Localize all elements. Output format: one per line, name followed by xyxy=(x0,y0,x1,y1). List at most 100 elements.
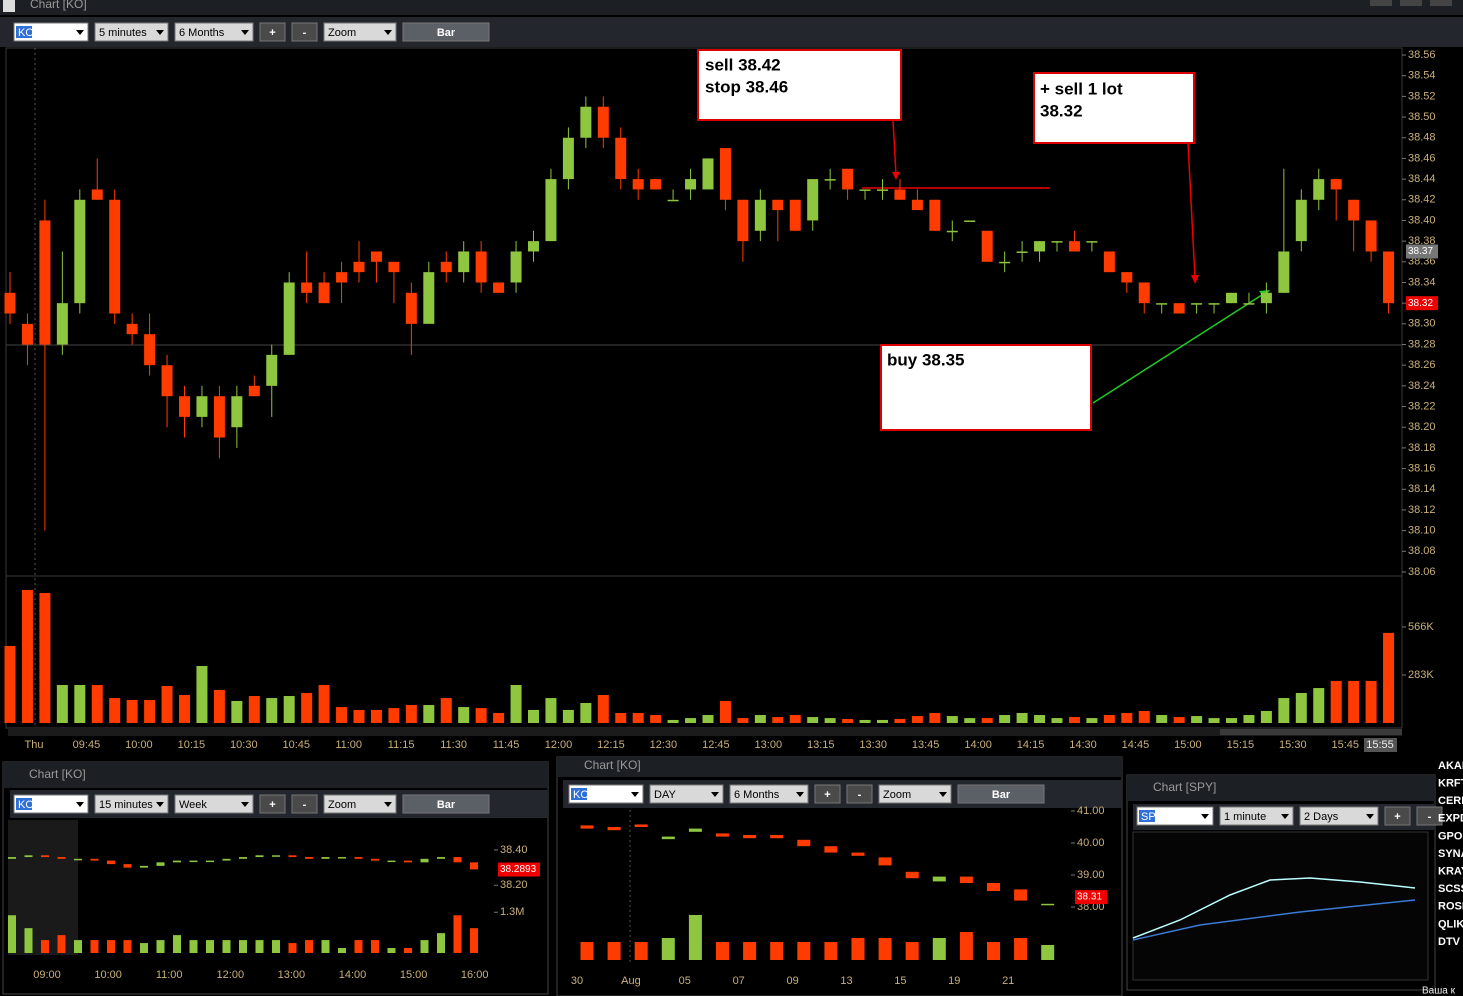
volume-bar xyxy=(770,942,784,960)
candle-body xyxy=(824,179,836,181)
chart-type-button[interactable] xyxy=(957,784,1045,804)
volume-bar xyxy=(453,915,462,953)
selection xyxy=(16,26,32,38)
volume-bar xyxy=(716,942,729,960)
zoom-button[interactable] xyxy=(846,784,873,804)
watchlist-item[interactable]: GPOI xyxy=(1438,830,1463,842)
candle-body xyxy=(1383,251,1395,304)
price-marker xyxy=(1075,890,1107,905)
watchlist-item[interactable]: CERN xyxy=(1438,795,1463,807)
chart-type-button[interactable] xyxy=(402,22,490,42)
candle-body xyxy=(1121,272,1133,283)
dropdown[interactable] xyxy=(729,784,809,804)
volume-bar xyxy=(545,698,557,723)
dropdown-arrow xyxy=(939,792,947,797)
dropdown[interactable] xyxy=(1219,806,1294,826)
watchlist-item[interactable]: QLIK xyxy=(1438,918,1463,930)
zoom-button[interactable] xyxy=(1384,806,1411,826)
zoom-button[interactable] xyxy=(291,794,318,814)
dropdown[interactable] xyxy=(174,794,254,814)
scrollbar[interactable] xyxy=(8,728,1402,736)
dropdown[interactable] xyxy=(94,794,169,814)
candle-body xyxy=(1208,303,1220,305)
dropdown[interactable] xyxy=(1299,806,1379,826)
scroll-thumb[interactable] xyxy=(1220,729,1402,735)
watchlist-item[interactable]: ROSI xyxy=(1438,901,1463,913)
zoom-button[interactable] xyxy=(259,22,286,42)
dropdown-arrow xyxy=(1281,814,1289,819)
candle-body xyxy=(371,858,379,861)
price-marker-label: 38.37 xyxy=(1408,246,1433,257)
dropdown[interactable] xyxy=(323,794,397,814)
dropdown[interactable] xyxy=(568,784,644,804)
x-tick-label: 19 xyxy=(948,975,960,987)
zoom-button[interactable] xyxy=(291,22,318,42)
toolbar-label: 1 minute xyxy=(1224,811,1266,823)
candle-body xyxy=(789,199,801,231)
x-tick-label: 15:00 xyxy=(1174,739,1202,751)
candle-body xyxy=(1313,179,1325,200)
volume-bar xyxy=(911,716,923,723)
candle-body xyxy=(161,365,173,397)
volume-bar xyxy=(74,940,82,953)
watchlist-item[interactable]: AKAI xyxy=(1438,760,1463,772)
volume-bar xyxy=(894,718,906,723)
x-tick-label: 14:15 xyxy=(1017,739,1045,751)
maximize-button[interactable] xyxy=(1400,0,1422,6)
volume-bar xyxy=(420,940,429,953)
watchlist-item[interactable]: DTV xyxy=(1438,936,1461,948)
volume-bar xyxy=(156,940,165,953)
candle-body xyxy=(4,292,16,314)
volume-bar xyxy=(688,915,702,960)
dropdown[interactable] xyxy=(649,784,724,804)
x-tick-label: 12:15 xyxy=(597,739,625,751)
watchlist-item[interactable]: EXPD xyxy=(1438,813,1463,825)
volume-bar xyxy=(685,718,697,723)
candle-body xyxy=(126,323,138,335)
dropdown[interactable] xyxy=(174,22,254,42)
dropdown-arrow xyxy=(76,802,84,807)
toolbar-label: Bar xyxy=(437,799,456,811)
candle-body xyxy=(318,282,330,304)
zoom-button[interactable] xyxy=(259,794,286,814)
watchlist-item[interactable]: KRFT xyxy=(1438,778,1463,790)
dropdown[interactable] xyxy=(878,784,952,804)
y-tick-label: 39.00 xyxy=(1077,869,1105,881)
toolbar-label: - xyxy=(303,799,307,811)
toolbar-label: - xyxy=(858,789,862,801)
close-button[interactable] xyxy=(1430,0,1452,6)
candle-body xyxy=(21,323,33,345)
dropdown[interactable] xyxy=(323,22,397,42)
dropdown[interactable] xyxy=(1136,806,1214,826)
toolbar-label: Bar xyxy=(992,789,1011,801)
watchlist-item[interactable]: KRAY xyxy=(1438,866,1463,878)
candle-body xyxy=(797,839,811,847)
zoom-button[interactable] xyxy=(1416,806,1443,826)
dropdown[interactable] xyxy=(94,22,169,42)
annotation-box xyxy=(880,344,1092,431)
volume-bar xyxy=(905,942,919,960)
price-marker-label: 38.2893 xyxy=(500,864,537,875)
zoom-button[interactable] xyxy=(814,784,841,804)
candle-body xyxy=(239,857,247,859)
dropdown-arrow xyxy=(1366,814,1374,819)
volume-bar xyxy=(528,709,539,723)
volume-bar xyxy=(878,938,892,960)
watchlist-item[interactable]: SYNA xyxy=(1438,848,1463,860)
volume-bar xyxy=(1226,718,1237,723)
x-tick-label: 11:00 xyxy=(335,739,362,751)
minimize-button[interactable] xyxy=(1370,0,1392,6)
window-title: Chart [SPY] xyxy=(1153,780,1216,794)
volume-bar xyxy=(743,942,757,960)
volume-bar xyxy=(859,719,871,723)
candle-body xyxy=(737,199,749,242)
candle-body xyxy=(338,857,346,859)
watchlist-item[interactable]: SCSS xyxy=(1438,883,1463,895)
dropdown[interactable] xyxy=(13,794,89,814)
chart-type-button[interactable] xyxy=(402,794,490,814)
volume-bar xyxy=(41,940,49,953)
dropdown[interactable] xyxy=(13,22,89,42)
volume-bar xyxy=(1260,710,1272,723)
candle-body xyxy=(1068,241,1080,252)
